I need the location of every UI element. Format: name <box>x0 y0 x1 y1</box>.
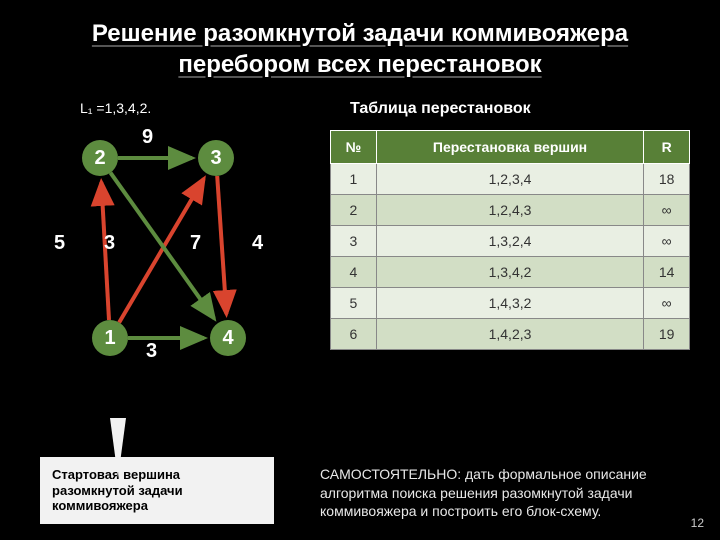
self-study-note: САМОСТОЯТЕЛЬНО: дать формальное описание… <box>320 465 680 520</box>
slide-number: 12 <box>691 516 704 530</box>
edge-weight: 7 <box>190 232 201 255</box>
table-cell: ∞ <box>644 226 690 257</box>
table-header: Перестановка вершин <box>376 131 644 164</box>
table-cell: 1,4,2,3 <box>376 319 644 350</box>
start-vertex-callout: Стартовая вершина разомкнутой задачи ком… <box>40 457 274 524</box>
table-row: 61,4,2,319 <box>331 319 690 350</box>
table-row: 31,3,2,4∞ <box>331 226 690 257</box>
edge-weight: 3 <box>104 232 115 255</box>
table-header: № <box>331 131 377 164</box>
table-row: 11,2,3,418 <box>331 164 690 195</box>
table-cell: 5 <box>331 288 377 319</box>
table-title: Таблица перестановок <box>350 100 690 118</box>
graph-diagram: 1234594373 <box>30 124 290 374</box>
table-cell: 19 <box>644 319 690 350</box>
edge-weight: 5 <box>54 232 65 255</box>
table-cell: 1,3,4,2 <box>376 257 644 288</box>
right-panel: Таблица перестановок №Перестановка верши… <box>310 100 690 374</box>
table-cell: 4 <box>331 257 377 288</box>
table-cell: ∞ <box>644 195 690 226</box>
table-row: 41,3,4,214 <box>331 257 690 288</box>
table-cell: 14 <box>644 257 690 288</box>
edge-weight: 3 <box>146 340 157 363</box>
table-header: R <box>644 131 690 164</box>
table-cell: 1,2,4,3 <box>376 195 644 226</box>
table-cell: 3 <box>331 226 377 257</box>
table-cell: 1,3,2,4 <box>376 226 644 257</box>
table-cell: 6 <box>331 319 377 350</box>
graph-edges <box>30 124 290 384</box>
table-row: 51,4,3,2∞ <box>331 288 690 319</box>
slide-title: Решение разомкнутой задачи коммивояжера … <box>0 0 720 90</box>
table-cell: ∞ <box>644 288 690 319</box>
table-cell: 1,2,3,4 <box>376 164 644 195</box>
table-cell: 1,4,3,2 <box>376 288 644 319</box>
content-area: L₁ =1,3,4,2. 1234594373 Таблица перестан… <box>0 90 720 374</box>
left-panel: L₁ =1,3,4,2. 1234594373 <box>30 100 310 374</box>
table-cell: 1 <box>331 164 377 195</box>
permutations-table: №Перестановка вершинR 11,2,3,41821,2,4,3… <box>330 130 690 350</box>
table-row: 21,2,4,3∞ <box>331 195 690 226</box>
edge-weight: 4 <box>252 232 263 255</box>
table-cell: 2 <box>331 195 377 226</box>
table-cell: 18 <box>644 164 690 195</box>
edge-weight: 9 <box>142 126 153 149</box>
callout-pointer <box>100 410 140 480</box>
path-label: L₁ =1,3,4,2. <box>80 100 310 116</box>
